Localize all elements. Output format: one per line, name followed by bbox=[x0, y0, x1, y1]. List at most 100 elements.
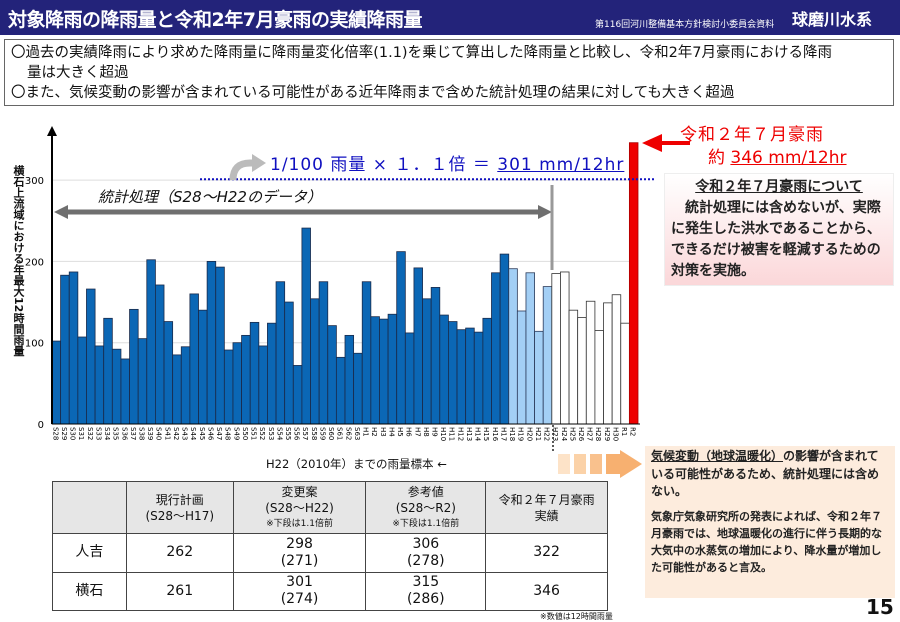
x-tick-label: S60 bbox=[327, 427, 335, 440]
x-tick-label: H16 bbox=[491, 427, 499, 442]
x-tick-label: S42 bbox=[172, 427, 180, 440]
summary-box: 〇過去の実績降雨により求めた降雨量に降雨量変化倍率(1.1)を乗じて算出した降雨… bbox=[4, 39, 894, 106]
cell-reference: 306 (278) bbox=[365, 533, 487, 573]
cell-actual: 346 bbox=[485, 571, 608, 611]
x-tick-label: H14 bbox=[474, 427, 482, 442]
x-tick-label: S37 bbox=[129, 427, 137, 440]
x-tick-label: S59 bbox=[318, 427, 326, 440]
bar-stat bbox=[344, 334, 355, 425]
bar-stat bbox=[404, 332, 415, 425]
x-tick-label: S29 bbox=[60, 427, 68, 440]
bullet-2: 〇また、気候変動の影響が含まれている可能性がある近年降雨まで含めた統計処理の結果… bbox=[11, 85, 735, 101]
x-tick-label: S31 bbox=[77, 427, 85, 440]
bar-stat bbox=[473, 331, 484, 425]
x-tick-label: H21 bbox=[534, 427, 542, 441]
climate-note-box: 気候変動（地球温暖化）の影響が含まれている可能性があるため、統計処理には含めない… bbox=[645, 446, 895, 598]
x-tick-label: H22 bbox=[543, 427, 551, 441]
x-tick-label: H29 bbox=[603, 427, 611, 441]
x-tick-label: S36 bbox=[120, 427, 128, 441]
x-tick-label: H9 bbox=[430, 427, 438, 437]
x-tick-label: S34 bbox=[103, 427, 111, 441]
bar-stat bbox=[387, 313, 398, 425]
x-tick-label: H26 bbox=[577, 427, 585, 442]
x-tick-label: H3 bbox=[379, 427, 387, 437]
sample-label: H22（2010年）までの雨量標本 ← bbox=[266, 457, 447, 471]
bar-stat bbox=[267, 322, 277, 425]
bar-recent bbox=[534, 330, 544, 425]
bar-excluded bbox=[551, 273, 561, 425]
bar-stat bbox=[327, 325, 337, 425]
row-name: 人吉 bbox=[52, 533, 127, 573]
bar-stat bbox=[163, 321, 174, 425]
bar-recent bbox=[525, 272, 535, 425]
x-tick-label: S48 bbox=[224, 427, 232, 440]
x-tick-label: S28 bbox=[51, 427, 59, 440]
bar-recent bbox=[508, 268, 518, 425]
x-tick-label: R1 bbox=[620, 427, 628, 436]
bar-stat bbox=[456, 329, 467, 425]
basin-label: 球磨川水系 bbox=[792, 10, 873, 29]
x-tick-label: S32 bbox=[86, 427, 94, 440]
cell-actual: 322 bbox=[485, 533, 608, 573]
bar-stat bbox=[68, 271, 79, 425]
bar-stat bbox=[172, 354, 182, 425]
bar-stat bbox=[180, 346, 191, 425]
x-tick-label: H27 bbox=[586, 427, 594, 441]
bar-stat bbox=[215, 266, 225, 425]
x-tick-label: H2 bbox=[370, 427, 378, 437]
bar-stat bbox=[51, 340, 62, 425]
bar-stat bbox=[396, 251, 406, 425]
x-tick-label: H11 bbox=[448, 427, 456, 441]
bar-stat bbox=[241, 334, 251, 425]
bar-stat bbox=[120, 358, 130, 425]
bar-stat bbox=[318, 281, 329, 425]
y-tick-label: 300 bbox=[25, 176, 44, 187]
formula-text: 1/100 雨量 × １．１倍 ＝ bbox=[270, 155, 498, 175]
r2-flood-title: 令和２年７月豪雨 bbox=[680, 125, 824, 145]
r2-value: 346 mm/12hr bbox=[730, 148, 847, 168]
bullet-1: 〇過去の実績降雨により求めた降雨量に降雨量変化倍率(1.1)を乗じて算出した降雨… bbox=[11, 45, 833, 61]
bar-stat bbox=[413, 267, 423, 425]
bar-stat bbox=[430, 287, 441, 425]
curved-arrow-head-icon bbox=[252, 154, 266, 172]
bar-excluded bbox=[620, 322, 630, 425]
x-tick-label: S54 bbox=[275, 427, 283, 441]
bar-stat bbox=[189, 293, 199, 425]
bar-stat bbox=[284, 301, 294, 425]
header-current: 現行計画 (S28～H17) bbox=[125, 481, 234, 534]
x-tick-label: R2 bbox=[629, 427, 637, 436]
x-tick-label: H4 bbox=[387, 427, 395, 437]
page-title: 対象降雨の降雨量と令和2年7月豪雨の実績降雨量 bbox=[8, 9, 422, 31]
table-row: 横石 261 301 (274) 315 (286) 346 bbox=[52, 571, 608, 611]
x-tick-label: H18 bbox=[508, 427, 516, 441]
x-tick-label: H28 bbox=[594, 427, 602, 441]
bar-stat bbox=[275, 281, 286, 425]
bar-stat bbox=[103, 317, 113, 425]
header-actual: 令和２年７月豪雨 実績 bbox=[485, 481, 608, 534]
rainfall-comparison-table: 現行計画 (S28～H17) 変更案 (S28～H22) ※下段は1.1倍前 参考値(… bbox=[52, 481, 608, 611]
header-change: 変更案 (S28～H22) ※下段は1.1倍前 bbox=[232, 481, 367, 534]
bar-stat bbox=[370, 316, 380, 425]
climate-note-underline: 気候変動（地球温暖化） bbox=[651, 449, 784, 463]
x-tick-label: H12 bbox=[456, 427, 464, 441]
bar-stat bbox=[361, 281, 372, 425]
bar-stat bbox=[223, 349, 234, 425]
bar-recent bbox=[542, 286, 553, 425]
x-tick-label: S56 bbox=[293, 427, 301, 441]
table-header-row: 現行計画 (S28～H17) 変更案 (S28～H22) ※下段は1.1倍前 参考値(… bbox=[52, 481, 608, 534]
x-tick-label: H5 bbox=[396, 427, 404, 437]
bar-stat bbox=[301, 227, 311, 425]
bar-stat bbox=[422, 298, 432, 425]
x-tick-label: H15 bbox=[482, 427, 490, 441]
x-tick-label: S30 bbox=[69, 427, 77, 440]
bar-excluded bbox=[603, 302, 613, 425]
r2-note-heading: 令和２年７月豪雨について bbox=[695, 179, 863, 195]
bar-stat bbox=[249, 321, 260, 425]
bar-stat bbox=[206, 260, 217, 425]
bar-stat bbox=[129, 308, 139, 425]
cell-current: 261 bbox=[125, 571, 234, 611]
y-axis-label: 横石上流域における年最大12時間雨量 bbox=[12, 165, 25, 357]
page-number: 15 bbox=[866, 595, 894, 619]
formula-annotation: 1/100 雨量 × １．１倍 ＝ 301 mm/12hr bbox=[270, 150, 624, 175]
